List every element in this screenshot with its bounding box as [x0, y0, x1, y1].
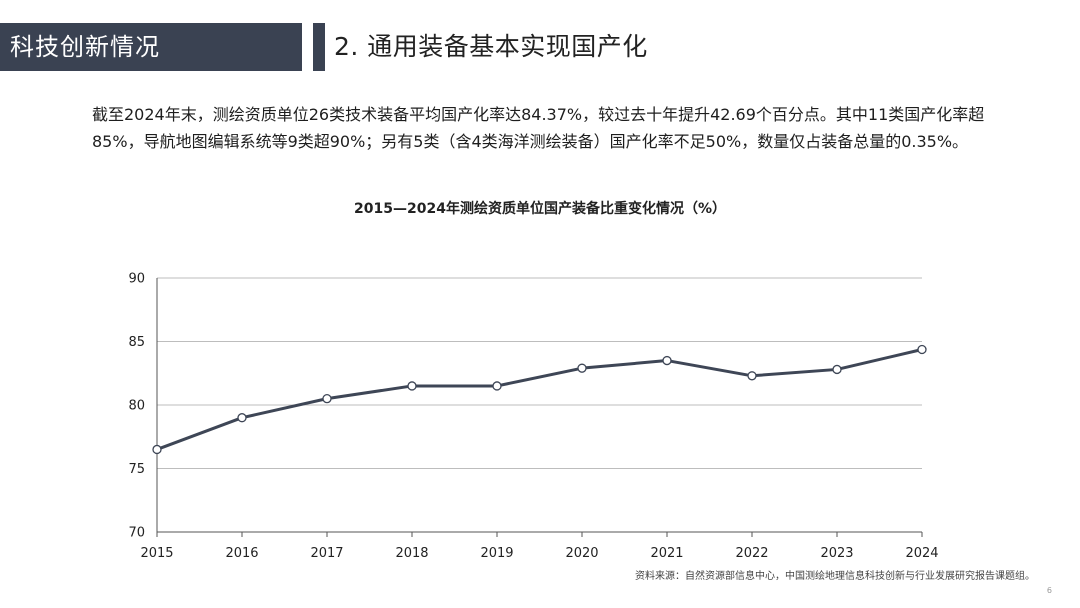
data-point [832, 364, 842, 375]
x-tick-label: 2020 [565, 546, 598, 561]
data-point [407, 381, 417, 391]
x-tick-label: 2018 [395, 546, 428, 561]
x-tick-label: 2019 [480, 546, 513, 561]
y-tick-label: 90 [128, 272, 145, 287]
x-tick-label: 2023 [820, 546, 853, 561]
y-tick-label: 85 [128, 335, 145, 350]
title-accent-bar [313, 23, 325, 71]
data-point [662, 355, 672, 366]
data-point [322, 393, 332, 404]
x-tick-label: 2015 [140, 546, 173, 561]
y-tick-label: 75 [128, 462, 145, 477]
page-number: 6 [1046, 586, 1052, 595]
data-point [237, 413, 247, 423]
x-tick-label: 2016 [225, 546, 258, 561]
data-point [577, 363, 587, 373]
data-point [747, 371, 757, 381]
y-tick-label: 80 [128, 399, 145, 414]
source-note: 资料来源：自然资源部信息中心，中国测绘地理信息科技创新与行业发展研究报告课题组。 [635, 571, 1035, 582]
chart-title: 2015—2024年测绘资质单位国产装备比重变化情况（%） [354, 201, 726, 217]
data-point [152, 444, 162, 455]
x-tick-label: 2024 [905, 546, 938, 561]
intro-paragraph: 截至2024年末，测绘资质单位26类技术装备平均国产化率达84.37%，较过去十… [92, 105, 985, 151]
x-tick-label: 2021 [650, 546, 683, 561]
y-tick-label: 70 [128, 526, 145, 541]
x-tick-label: 2022 [735, 546, 768, 561]
data-point [492, 381, 502, 391]
data-point [917, 344, 927, 355]
page-title: 2. 通用装备基本实现国产化 [334, 32, 648, 61]
section-tag: 科技创新情况 [0, 23, 302, 71]
x-tick-label: 2017 [310, 546, 343, 561]
series-line [156, 348, 923, 451]
